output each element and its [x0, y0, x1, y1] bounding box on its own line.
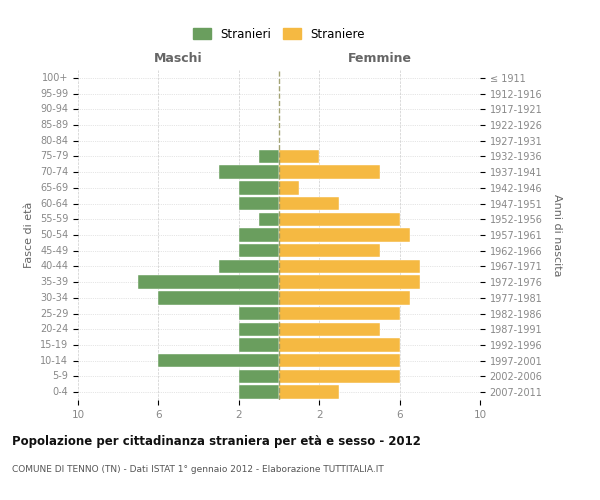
Bar [279, 260, 420, 273]
Bar [239, 307, 279, 320]
Bar [279, 354, 400, 368]
Text: Maschi: Maschi [154, 52, 203, 65]
Bar [279, 291, 410, 304]
Bar [239, 322, 279, 336]
Bar [279, 307, 400, 320]
Bar [239, 370, 279, 383]
Bar [279, 370, 400, 383]
Bar [158, 354, 279, 368]
Bar [239, 338, 279, 351]
Bar [279, 338, 400, 351]
Bar [279, 322, 380, 336]
Bar [279, 166, 380, 179]
Bar [239, 386, 279, 399]
Bar [259, 150, 279, 163]
Bar [279, 212, 400, 226]
Bar [239, 244, 279, 258]
Bar [259, 212, 279, 226]
Text: Femmine: Femmine [347, 52, 412, 65]
Bar [239, 228, 279, 241]
Bar [279, 244, 380, 258]
Bar [218, 260, 279, 273]
Bar [138, 276, 279, 289]
Bar [279, 150, 319, 163]
Text: Popolazione per cittadinanza straniera per età e sesso - 2012: Popolazione per cittadinanza straniera p… [12, 435, 421, 448]
Bar [279, 197, 340, 210]
Y-axis label: Anni di nascita: Anni di nascita [552, 194, 562, 276]
Bar [158, 291, 279, 304]
Legend: Stranieri, Straniere: Stranieri, Straniere [188, 23, 370, 46]
Bar [279, 386, 340, 399]
Text: COMUNE DI TENNO (TN) - Dati ISTAT 1° gennaio 2012 - Elaborazione TUTTITALIA.IT: COMUNE DI TENNO (TN) - Dati ISTAT 1° gen… [12, 465, 384, 474]
Y-axis label: Fasce di età: Fasce di età [25, 202, 34, 268]
Bar [279, 181, 299, 194]
Bar [239, 181, 279, 194]
Bar [279, 228, 410, 241]
Bar [218, 166, 279, 179]
Bar [239, 197, 279, 210]
Bar [279, 276, 420, 289]
